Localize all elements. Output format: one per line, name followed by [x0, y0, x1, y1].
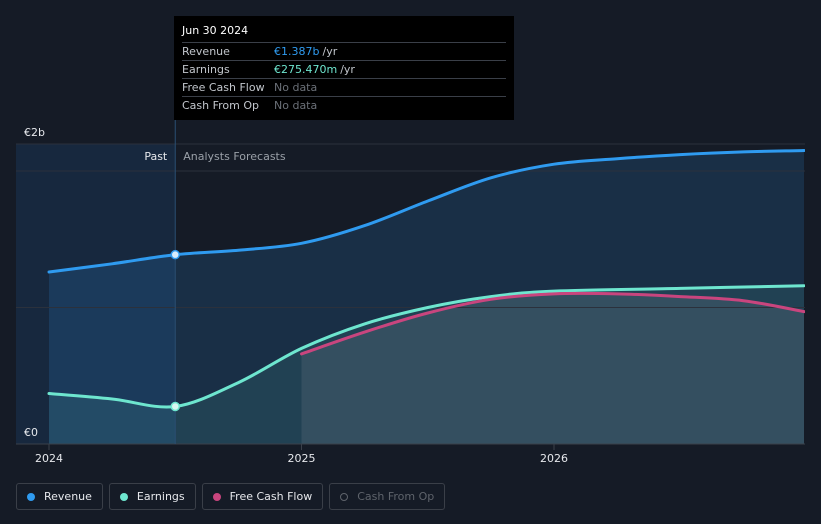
past-label: Past	[144, 150, 168, 163]
tooltip-unit: /yr	[340, 63, 355, 76]
tooltip-value: No data	[274, 81, 318, 94]
tooltip-value: No data	[274, 99, 318, 112]
tooltip-label: Cash From Op	[182, 99, 260, 112]
legend-label: Revenue	[44, 490, 92, 503]
tooltip-label: Earnings	[182, 63, 230, 76]
past-region	[16, 144, 176, 444]
free-cash-flow-area	[301, 293, 804, 444]
legend-label: Cash From Op	[357, 490, 435, 503]
legend-item-cash-from-op[interactable]: Cash From Op	[329, 483, 446, 510]
tooltip-value: €275.470m	[274, 63, 338, 76]
x-tick-label: 2025	[288, 452, 316, 465]
tooltip-value: €1.387b	[274, 45, 320, 58]
legend-item-earnings[interactable]: Earnings	[108, 483, 196, 510]
forecast-label: Analysts Forecasts	[183, 150, 286, 163]
tooltip-label: Free Cash Flow	[182, 81, 265, 94]
legend-label: Earnings	[136, 490, 185, 503]
tooltip-unit: /yr	[322, 45, 338, 58]
y-tick-label-bottom: €0	[24, 426, 38, 439]
revenue-area	[49, 150, 804, 444]
earnings-area	[49, 285, 804, 444]
free-cash-flow-dot-icon	[212, 492, 221, 501]
earnings-highlight-marker[interactable]	[170, 401, 180, 412]
revenue-dot-icon	[27, 492, 35, 501]
tooltip-row-free-cash-flow: Free Cash Flow No data	[182, 78, 506, 96]
cash-from-op-dot-icon	[340, 492, 349, 501]
chart-plot[interactable]: €2b €0 Past Analysts Forecasts 2024 2025 2…	[0, 0, 821, 480]
x-tick-label: 2026	[540, 452, 568, 465]
free-cash-flow-line[interactable]	[300, 291, 805, 356]
tooltip-row-earnings: Earnings €275.470m /yr	[182, 60, 506, 78]
earnings-dot-icon	[119, 492, 128, 501]
earnings-line[interactable]	[47, 284, 805, 409]
legend-item-free-cash-flow[interactable]: Free Cash Flow	[201, 483, 324, 510]
tooltip-row-revenue: Revenue €1.387b /yr	[182, 42, 506, 60]
y-tick-label-top: €2b	[24, 126, 45, 139]
legend-item-revenue[interactable]: Revenue	[16, 483, 103, 510]
tooltip-label: Revenue	[182, 45, 230, 58]
revenue-highlight-marker[interactable]	[170, 249, 180, 260]
data-tooltip: Jun 30 2024 Revenue €1.387b /yr Earnings…	[174, 16, 514, 120]
chart-legend: Revenue Earnings Free Cash Flow Cash Fro…	[16, 483, 446, 510]
legend-label: Free Cash Flow	[229, 490, 313, 503]
x-tick-label: 2024	[35, 452, 63, 465]
tooltip-row-cash-from-op: Cash From Op No data	[182, 96, 506, 114]
tooltip-date: Jun 30 2024	[182, 24, 249, 37]
